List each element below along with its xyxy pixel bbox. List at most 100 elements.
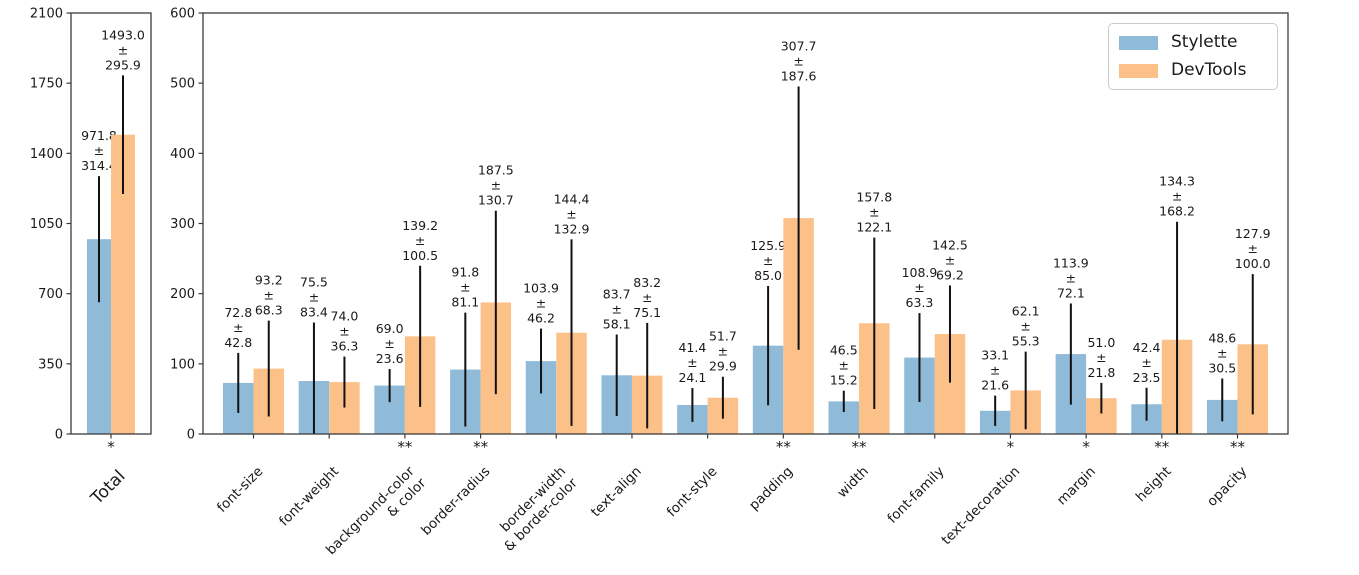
plus-minus-label: ± [611, 302, 621, 317]
value-label: 113.9 [1053, 255, 1089, 270]
significance-marker: * [107, 438, 115, 456]
category-label: font-style [664, 464, 721, 521]
value-label: 41.4 [678, 340, 706, 355]
value-label: 91.8 [451, 265, 479, 280]
value-label: 157.8 [856, 190, 892, 205]
significance-marker: * [1082, 438, 1090, 456]
y-tick-label: 600 [170, 7, 195, 22]
y-tick-label: 1050 [30, 217, 63, 232]
error-value-label: 36.3 [331, 339, 359, 354]
plus-minus-label: ± [415, 233, 425, 248]
plus-minus-label: ± [1248, 241, 1258, 256]
category-label: margin [1054, 464, 1099, 509]
value-label: 46.5 [830, 343, 858, 358]
y-tick-label: 100 [170, 357, 195, 372]
value-label: 33.1 [981, 348, 1009, 363]
plus-minus-label: ± [687, 355, 697, 370]
plus-minus-label: ± [1217, 345, 1227, 360]
error-value-label: 132.9 [554, 221, 590, 236]
value-label: 75.5 [300, 275, 328, 290]
y-tick-label: 1750 [30, 77, 63, 92]
plus-minus-label: ± [1020, 319, 1030, 334]
error-value-label: 23.5 [1133, 370, 1161, 385]
y-tick-label: 500 [170, 77, 195, 92]
value-label: 69.0 [376, 321, 404, 336]
error-value-label: 187.6 [781, 68, 817, 83]
category-label: font-weight [276, 464, 342, 530]
value-label: 127.9 [1235, 226, 1271, 241]
significance-marker: ** [473, 438, 489, 456]
plus-minus-label: ± [1096, 350, 1106, 365]
significance-marker: ** [776, 438, 792, 456]
error-value-label: 42.8 [224, 335, 252, 350]
value-label: 62.1 [1012, 304, 1040, 319]
axes-spines [202, 12, 1289, 435]
devtools-color-swatch [1119, 63, 1158, 78]
error-value-label: 24.1 [678, 370, 706, 385]
value-label: 971.8 [81, 128, 117, 143]
significance-marker: * [1007, 438, 1015, 456]
value-label: 103.9 [523, 281, 559, 296]
plus-minus-label: ± [491, 178, 501, 193]
error-value-label: 122.1 [856, 220, 892, 235]
plus-minus-label: ± [793, 53, 803, 68]
error-value-label: 81.1 [451, 295, 479, 310]
category-label: padding [746, 464, 796, 514]
legend-label-devtools: DevTools [1171, 60, 1247, 80]
plus-minus-label: ± [945, 252, 955, 267]
value-label: 51.7 [709, 329, 737, 344]
error-value-label: 83.4 [300, 305, 328, 320]
y-tick-label: 350 [38, 357, 63, 372]
plus-minus-label: ± [869, 205, 879, 220]
category-label: border-width& border-color [489, 463, 581, 555]
plus-minus-label: ± [339, 324, 349, 339]
value-label: 83.2 [633, 275, 661, 290]
plus-minus-label: ± [1141, 355, 1151, 370]
error-value-label: 55.3 [1012, 334, 1040, 349]
value-label: 134.3 [1159, 174, 1195, 189]
value-label: 144.4 [554, 191, 590, 206]
category-label: text-decoration [939, 464, 1024, 549]
plus-minus-label: ± [94, 143, 104, 158]
stylette-color-swatch [1119, 35, 1158, 50]
plus-minus-label: ± [460, 280, 470, 295]
value-label: 42.4 [1133, 340, 1161, 355]
plus-minus-label: ± [536, 296, 546, 311]
value-label: 51.0 [1087, 335, 1115, 350]
value-label: 142.5 [932, 237, 968, 252]
value-label: 72.8 [224, 305, 252, 320]
category-label: border-radius [418, 464, 493, 539]
error-value-label: 15.2 [830, 373, 858, 388]
error-value-label: 100.5 [402, 248, 438, 263]
value-label: 108.9 [902, 265, 938, 280]
total-panel: 03507001050140017502100*Total971.8±314.4… [30, 7, 152, 509]
significance-marker: ** [397, 438, 413, 456]
category-label: font-size [214, 464, 266, 516]
value-label: 93.2 [255, 273, 283, 288]
plus-minus-label: ± [839, 358, 849, 373]
y-tick-label: 300 [170, 217, 195, 232]
value-label: 139.2 [402, 218, 438, 233]
error-value-label: 295.9 [105, 57, 141, 72]
error-value-label: 75.1 [633, 305, 661, 320]
error-value-label: 23.6 [376, 351, 404, 366]
legend-item-devtools: DevTools [1119, 62, 1277, 79]
legend-label-stylette: Stylette [1171, 32, 1238, 52]
value-label: 307.7 [781, 38, 817, 53]
properties-panel: 0 100 200 300 400 500 600 font-size font-weight *… [170, 7, 1289, 558]
value-label: 74.0 [331, 309, 359, 324]
plus-minus-label: ± [233, 320, 243, 335]
value-label: 83.7 [603, 287, 631, 302]
y-tick-label: 2100 [30, 7, 63, 22]
y-tick-label: 0 [187, 428, 195, 443]
y-tick-label: 700 [38, 287, 63, 302]
category-label: Total [87, 466, 130, 509]
value-label: 1493.0 [101, 27, 145, 42]
error-value-label: 314.4 [81, 158, 117, 173]
error-value-label: 63.3 [906, 295, 934, 310]
category-label: height [1133, 464, 1175, 506]
plus-minus-label: ± [914, 280, 924, 295]
plus-minus-label: ± [264, 288, 274, 303]
